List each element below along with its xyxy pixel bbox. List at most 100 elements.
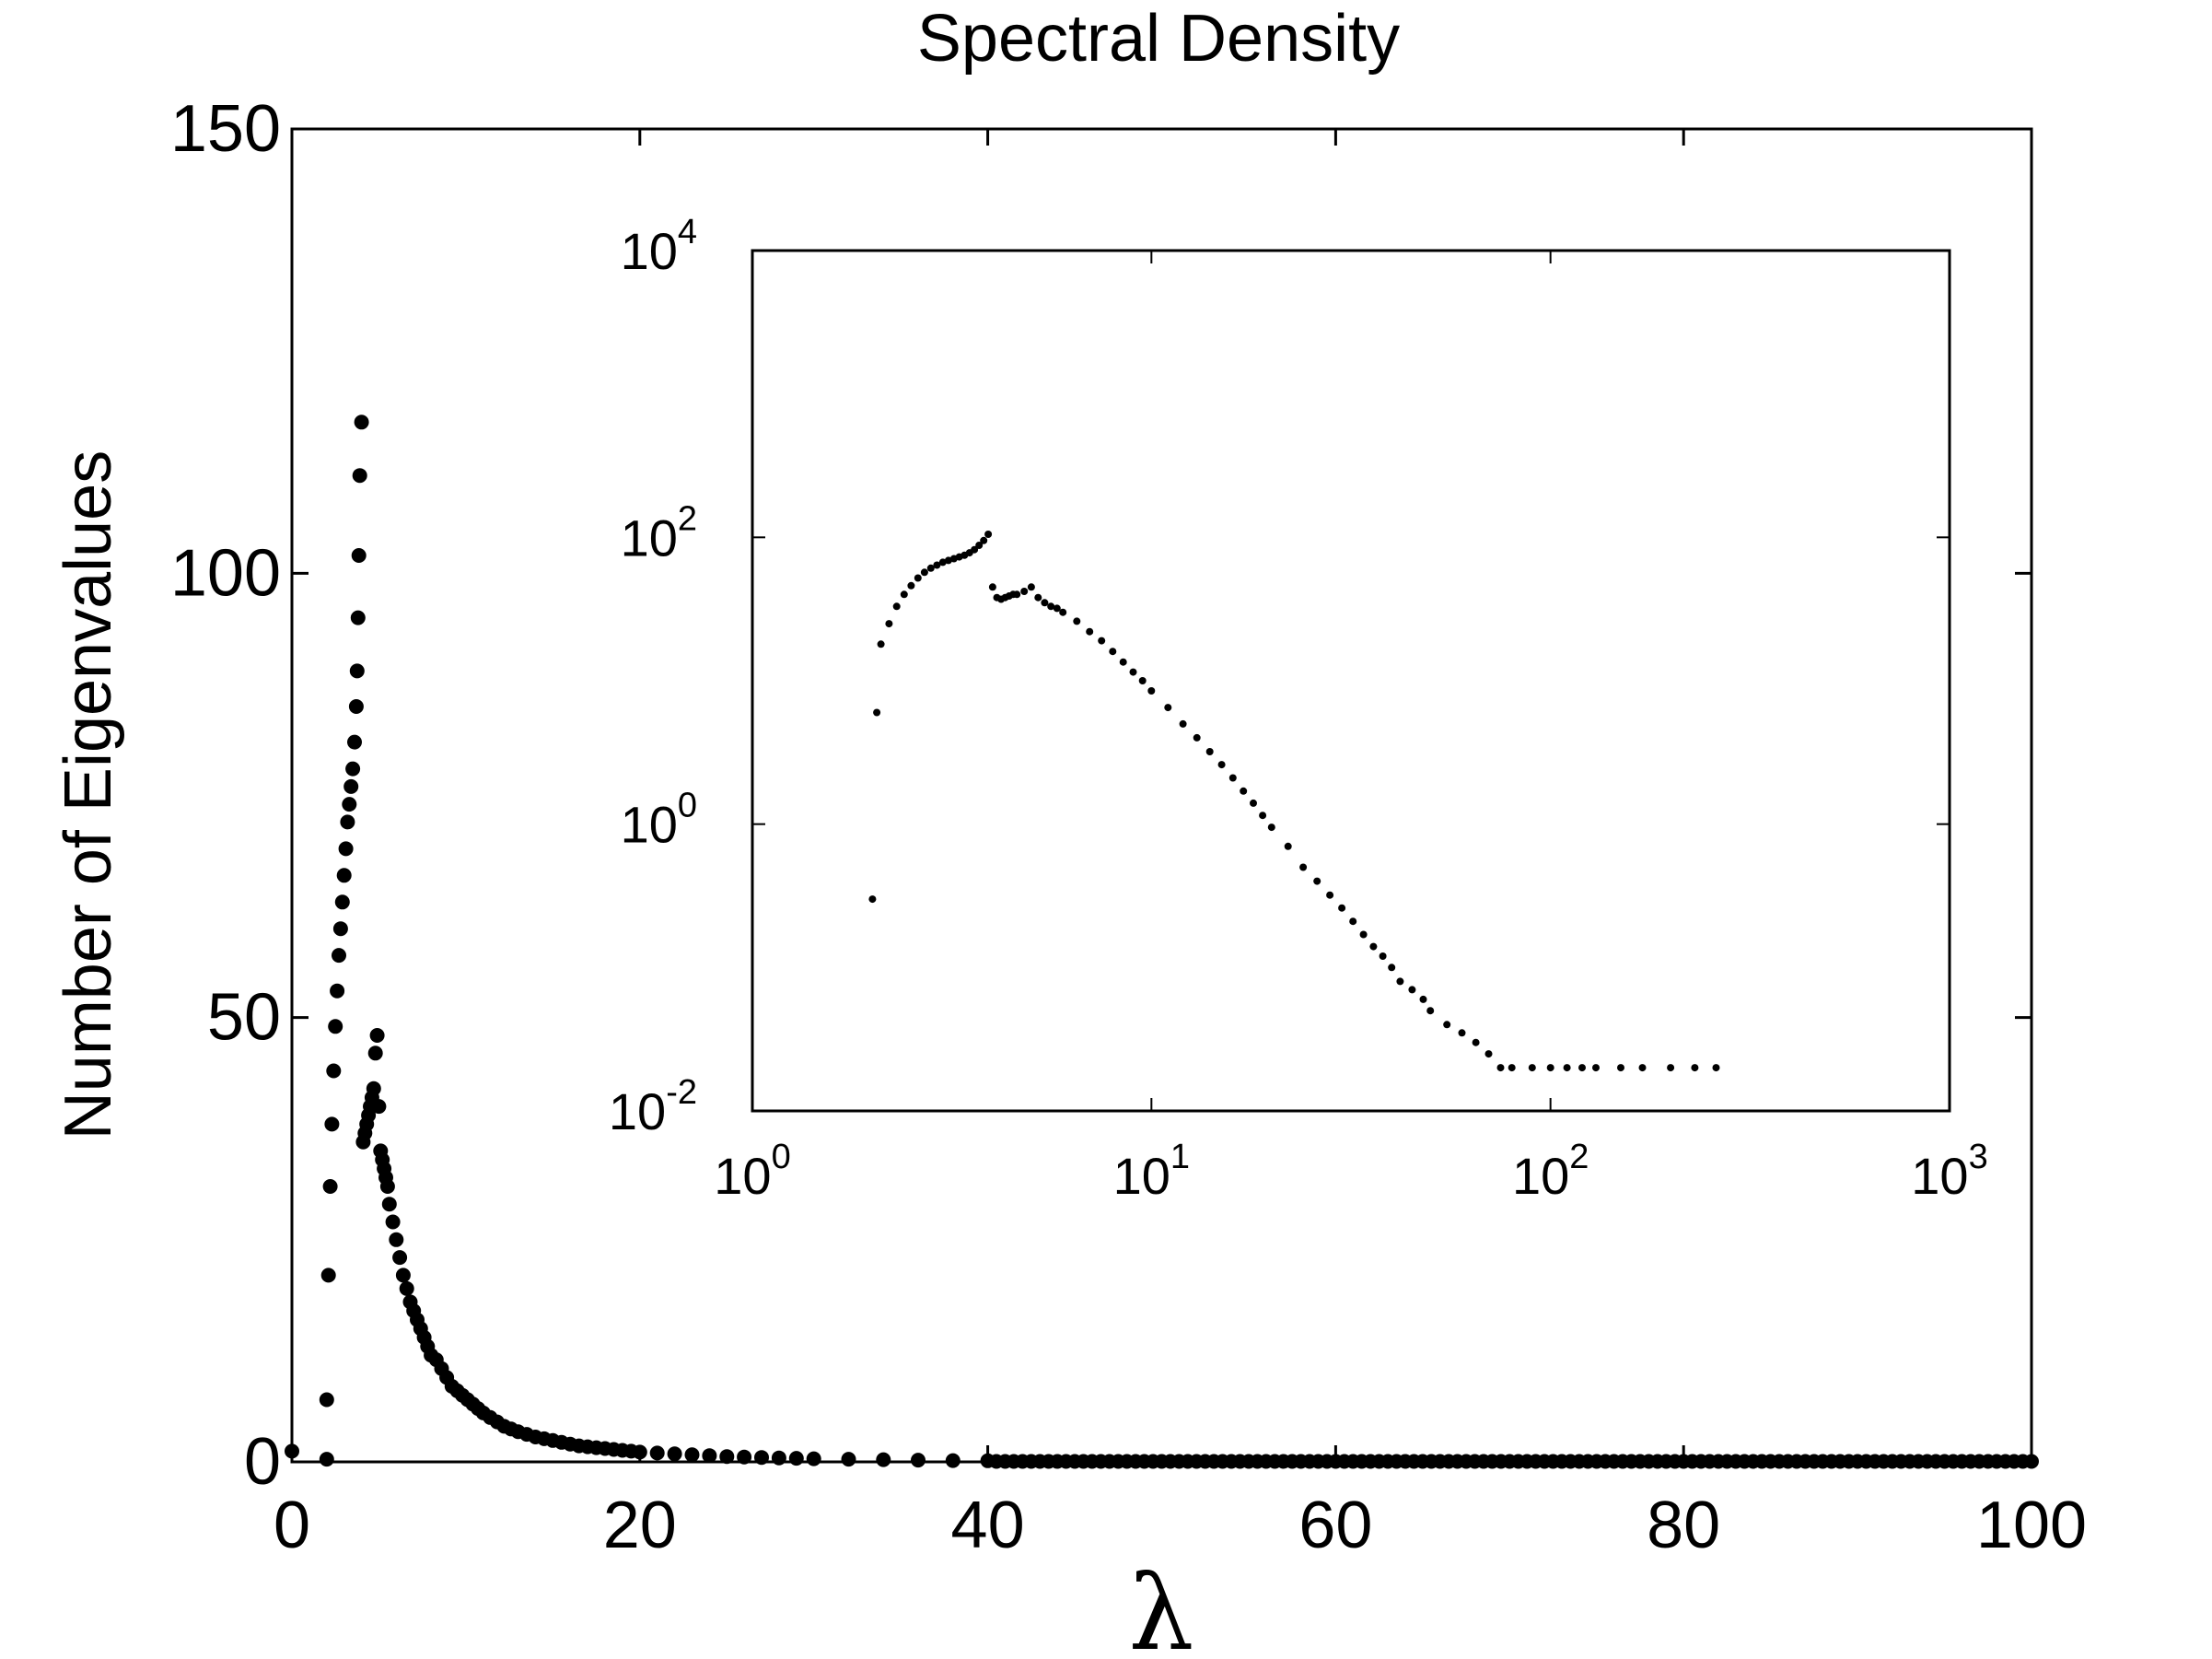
main-data-point bbox=[366, 1081, 381, 1096]
main-x-ticks: 0 20 40 60 80 100 bbox=[274, 129, 2087, 1562]
inset-data-point bbox=[1496, 1064, 1505, 1072]
main-x-tick-label: 80 bbox=[1647, 1489, 1720, 1562]
inset-data-point bbox=[1326, 891, 1334, 899]
main-data-point bbox=[684, 1447, 700, 1463]
main-data-point bbox=[332, 948, 346, 964]
main-data-point bbox=[385, 1214, 401, 1230]
inset-data-points bbox=[868, 531, 1720, 1072]
inset-data-point bbox=[1419, 995, 1427, 1003]
main-data-point bbox=[324, 1116, 340, 1132]
inset-data-point bbox=[1129, 668, 1137, 676]
inset-data-point bbox=[1250, 799, 1257, 807]
main-data-point bbox=[350, 610, 366, 625]
inset-data-point bbox=[1563, 1064, 1571, 1072]
inset-data-point bbox=[1284, 842, 1292, 850]
main-data-point bbox=[399, 1280, 414, 1296]
main-x-tick-label: 20 bbox=[603, 1489, 677, 1562]
main-x-tick-label: 40 bbox=[951, 1489, 1025, 1562]
inset-x-ticks: 100 101 102 103 bbox=[714, 251, 1988, 1205]
inset-data-point bbox=[873, 708, 881, 717]
main-data-point bbox=[389, 1232, 404, 1247]
main-y-tick-label: 150 bbox=[170, 92, 281, 166]
inset-data-point bbox=[1259, 812, 1267, 820]
main-data-point bbox=[326, 1063, 342, 1079]
main-data-point bbox=[911, 1453, 926, 1468]
main-data-point bbox=[395, 1268, 411, 1283]
inset-data-point bbox=[1472, 1038, 1480, 1046]
inset-data-point bbox=[980, 536, 988, 544]
main-data-point bbox=[328, 1019, 343, 1034]
main-data-point bbox=[381, 1197, 397, 1212]
inset-data-point bbox=[1546, 1064, 1554, 1072]
inset-data-point bbox=[1013, 590, 1021, 599]
inset-data-point bbox=[1299, 863, 1308, 871]
inset-data-point bbox=[1138, 677, 1147, 684]
inset-data-point bbox=[1047, 602, 1055, 611]
main-data-point bbox=[667, 1446, 682, 1462]
inset-data-point bbox=[1228, 774, 1237, 782]
main-data-point bbox=[352, 468, 367, 484]
main-data-point bbox=[342, 797, 357, 812]
main-data-point bbox=[338, 841, 354, 857]
inset-data-point bbox=[1638, 1064, 1647, 1072]
main-data-point bbox=[336, 868, 352, 883]
inset-data-point bbox=[1484, 1050, 1493, 1058]
inset-y-tick-label: 10-2 bbox=[609, 1073, 697, 1140]
inset-data-point bbox=[1349, 917, 1357, 926]
inset-x-tick-label: 102 bbox=[1512, 1138, 1589, 1205]
inset-data-point bbox=[1059, 608, 1067, 616]
main-data-point bbox=[876, 1452, 891, 1467]
inset-y-tick-label: 104 bbox=[621, 213, 697, 280]
main-data-point bbox=[348, 699, 364, 714]
inset-data-point bbox=[900, 590, 908, 599]
inset-data-point bbox=[1086, 627, 1094, 636]
chart-title: Spectral Density bbox=[917, 2, 1400, 76]
main-data-point bbox=[347, 734, 362, 750]
main-data-point bbox=[320, 1268, 336, 1283]
inset-data-point bbox=[1528, 1064, 1536, 1072]
main-x-tick-label: 60 bbox=[1298, 1489, 1372, 1562]
inset-data-point bbox=[1053, 604, 1061, 613]
inset-data-point bbox=[1020, 588, 1029, 595]
inset-data-point bbox=[1034, 593, 1042, 602]
main-data-point bbox=[649, 1445, 665, 1461]
y-axis-label: Number of Eigenvalues bbox=[52, 450, 125, 1139]
main-data-point bbox=[367, 1046, 383, 1061]
inset-data-point bbox=[868, 895, 877, 904]
inset-data-point bbox=[1267, 824, 1275, 832]
inset-data-point bbox=[920, 568, 928, 577]
inset-y-tick-label: 100 bbox=[621, 787, 697, 854]
inset-data-point bbox=[1369, 942, 1378, 951]
main-data-point bbox=[330, 983, 345, 999]
main-data-point bbox=[345, 761, 361, 777]
inset-data-point bbox=[1205, 748, 1214, 755]
main-data-point bbox=[806, 1451, 821, 1466]
main-x-tick-label: 0 bbox=[274, 1489, 310, 1562]
main-y-tick-label: 50 bbox=[207, 981, 281, 1055]
inset-data-point bbox=[1396, 977, 1404, 986]
inset-background bbox=[752, 251, 1950, 1111]
main-data-point bbox=[841, 1452, 856, 1467]
inset-data-point bbox=[944, 556, 952, 565]
inset-data-point bbox=[1073, 617, 1081, 625]
inset-data-point bbox=[1458, 1029, 1466, 1037]
inset-data-point bbox=[1338, 904, 1346, 912]
inset-data-point bbox=[1443, 1021, 1451, 1029]
inset-data-point bbox=[984, 531, 993, 538]
inset-data-point bbox=[926, 564, 935, 572]
inset-data-point bbox=[1379, 952, 1387, 960]
inset-plot-frame bbox=[751, 249, 1951, 1113]
main-y-tick-label: 0 bbox=[244, 1425, 281, 1499]
inset-x-tick-label: 103 bbox=[1911, 1138, 1987, 1205]
inset-data-point bbox=[1578, 1064, 1586, 1072]
inset-data-point bbox=[1109, 648, 1117, 656]
inset-data-point bbox=[1617, 1064, 1624, 1072]
main-data-point bbox=[340, 814, 355, 830]
main-y-ticks: 0 50 100 150 bbox=[170, 92, 2032, 1499]
main-x-tick-label: 100 bbox=[1976, 1489, 2087, 1562]
inset-data-point bbox=[1426, 1007, 1435, 1015]
inset-data-point bbox=[975, 542, 984, 549]
inset-data-point bbox=[1388, 964, 1396, 972]
inset-data-point bbox=[1313, 877, 1321, 885]
main-data-point bbox=[379, 1179, 395, 1194]
